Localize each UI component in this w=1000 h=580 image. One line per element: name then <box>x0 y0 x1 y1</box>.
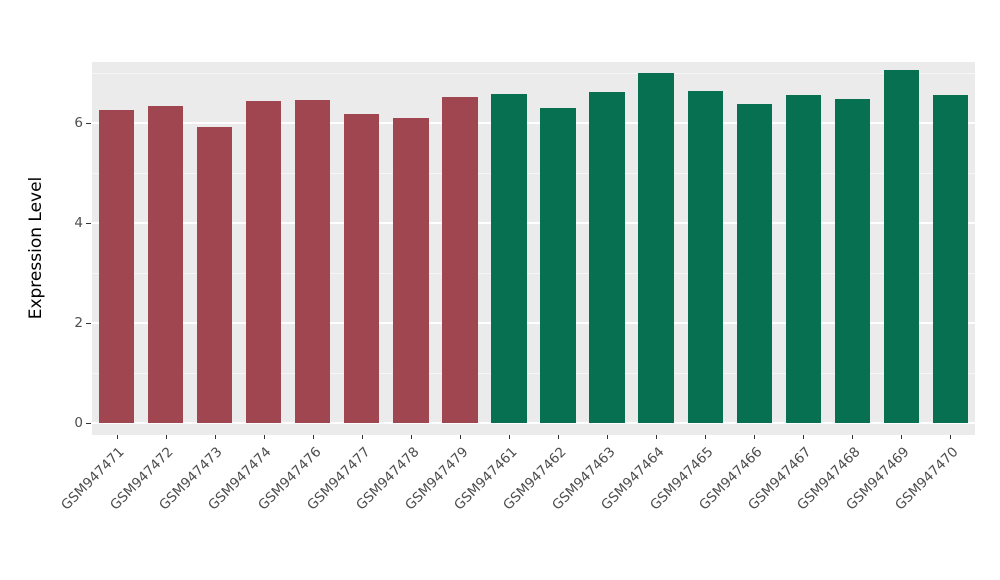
y-tick-label: 6 <box>74 115 83 131</box>
gridline-major <box>92 422 975 424</box>
y-tick-label: 4 <box>74 215 83 231</box>
x-tick-mark <box>852 435 854 439</box>
bar-GSM947477 <box>344 113 380 423</box>
x-tick-mark <box>263 435 265 439</box>
x-tick-mark <box>558 435 560 439</box>
bar-GSM947464 <box>638 73 674 423</box>
bar-GSM947472 <box>147 105 184 423</box>
y-tick-mark <box>86 323 91 324</box>
bar-GSM947470 <box>932 95 969 423</box>
x-tick-mark <box>312 435 314 439</box>
x-tick-mark <box>950 435 952 439</box>
x-tick-mark <box>901 435 903 439</box>
y-tick-mark <box>86 123 91 124</box>
bar-GSM947469 <box>883 70 920 423</box>
bar-GSM947462 <box>540 107 576 423</box>
x-tick-mark <box>607 435 609 439</box>
x-tick-mark <box>459 435 461 439</box>
x-tick-mark <box>754 435 756 439</box>
y-tick-label: 0 <box>74 415 83 431</box>
x-tick-mark <box>165 435 167 439</box>
y-axis-title: Expression Level <box>26 176 46 320</box>
x-tick-mark <box>705 435 707 439</box>
bar-GSM947468 <box>834 99 870 423</box>
gridline-minor <box>92 172 975 174</box>
y-tick-mark <box>86 423 91 424</box>
bar-GSM947461 <box>491 94 527 423</box>
x-tick-mark <box>361 435 363 439</box>
bar-GSM947466 <box>736 104 772 423</box>
gridline-minor <box>92 72 975 74</box>
plot-panel <box>92 62 975 435</box>
y-tick-mark <box>86 223 91 224</box>
bar-GSM947479 <box>442 97 478 423</box>
bar-GSM947471 <box>98 109 135 423</box>
x-tick-mark <box>508 435 510 439</box>
gridline-major <box>92 322 975 324</box>
bar-GSM947473 <box>196 126 233 423</box>
bar-GSM947463 <box>589 91 625 423</box>
bar-GSM947474 <box>246 101 282 423</box>
gridline-major <box>92 222 975 224</box>
x-tick-mark <box>116 435 118 439</box>
x-tick-mark <box>656 435 658 439</box>
y-tick-label: 2 <box>74 315 83 331</box>
x-tick-mark <box>410 435 412 439</box>
x-tick-mark <box>803 435 805 439</box>
bar-GSM947467 <box>785 95 821 423</box>
bar-GSM947465 <box>687 91 723 423</box>
gridline-major <box>92 122 975 124</box>
x-tick-mark <box>214 435 216 439</box>
bar-GSM947476 <box>295 100 331 423</box>
gridline-minor <box>92 272 975 274</box>
bar-GSM947478 <box>393 118 429 423</box>
gridline-minor <box>92 372 975 374</box>
